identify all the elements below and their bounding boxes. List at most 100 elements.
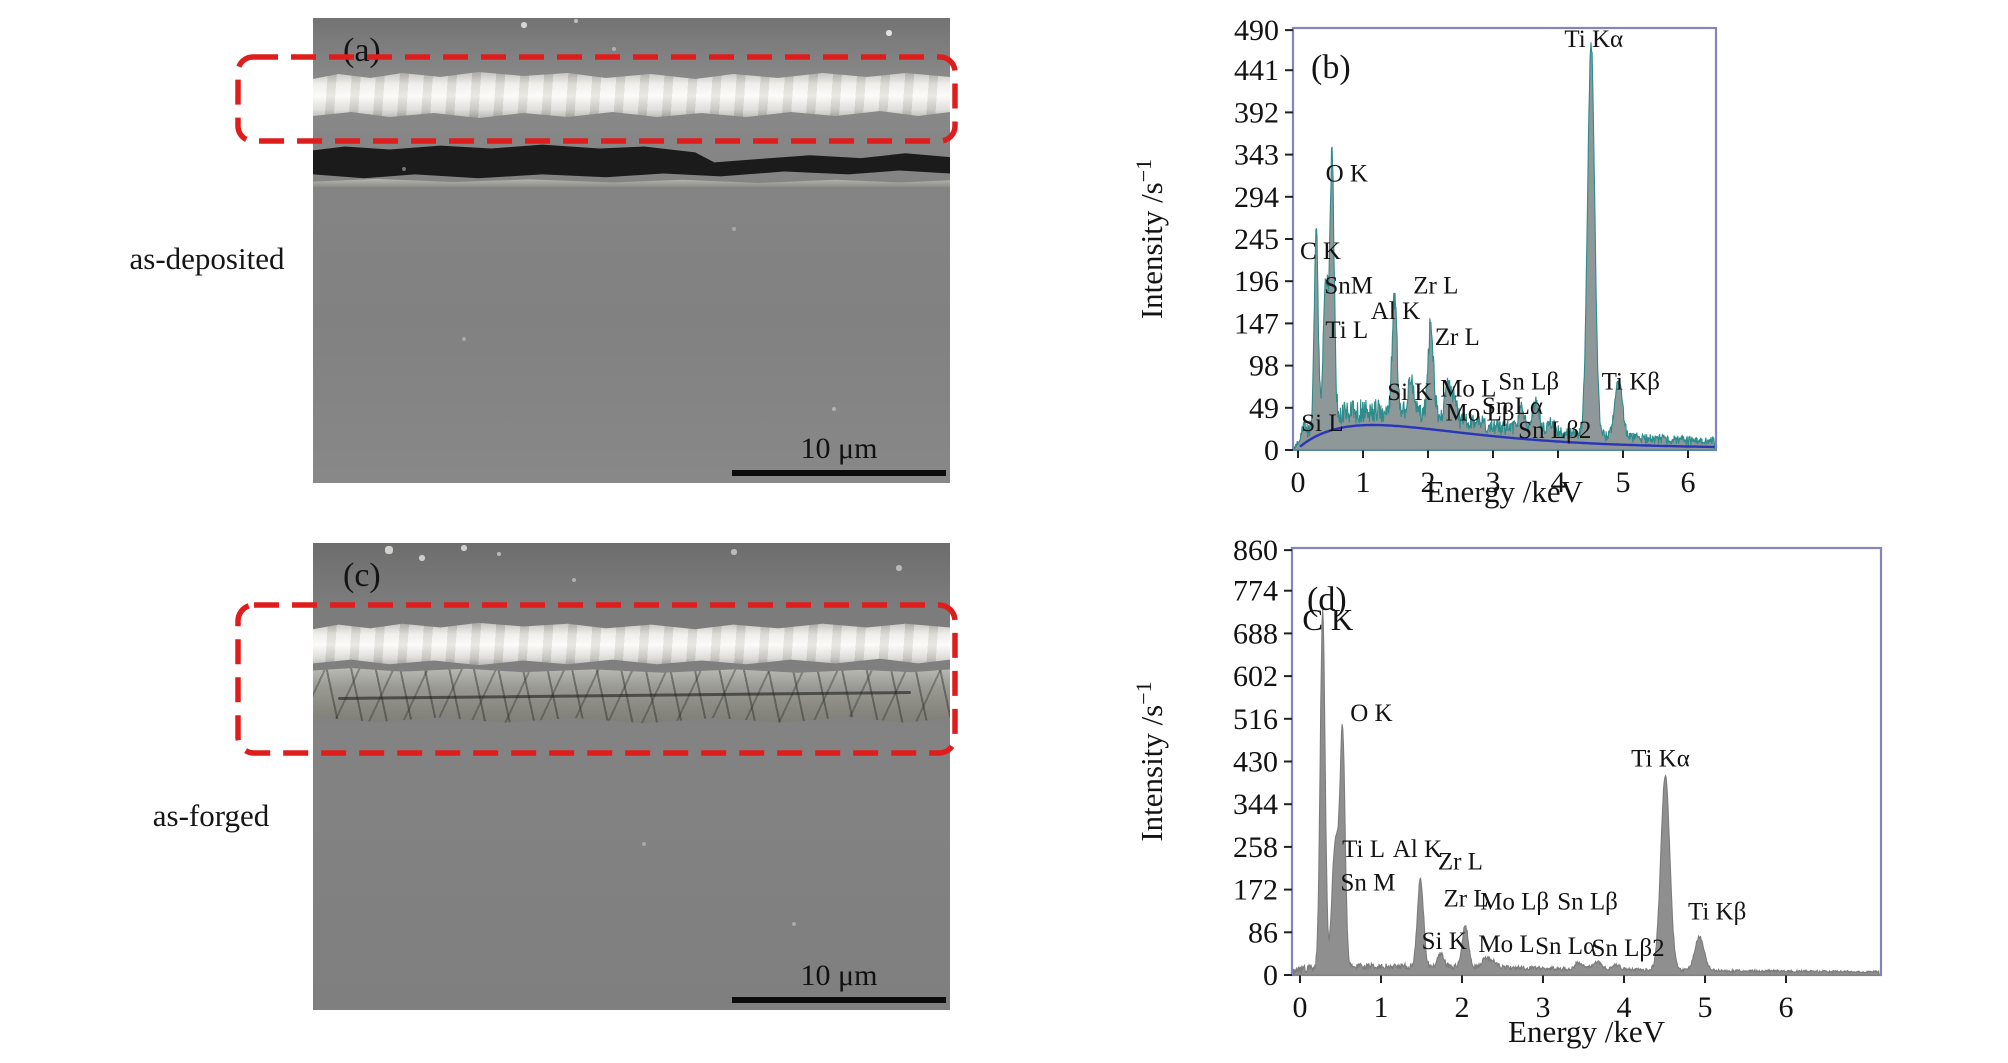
- sem-speckles-a: [313, 18, 315, 20]
- coating-bright-band-c: [313, 622, 950, 666]
- coating-bright-band-a: [313, 72, 950, 118]
- peak-label: Al K: [1371, 298, 1420, 325]
- y-tick-label: 344: [1233, 788, 1278, 821]
- scale-bar-a: 10 μm: [732, 432, 946, 483]
- y-tick-label: 86: [1248, 916, 1278, 949]
- chart-panel-label: (b): [1311, 49, 1351, 86]
- scale-bar-c: 10 μm: [732, 959, 946, 1010]
- x-tick-label: 4: [1551, 466, 1566, 499]
- x-tick-label: 3: [1486, 466, 1501, 499]
- x-tick-label: 5: [1616, 466, 1631, 499]
- spectrum-area: [1292, 609, 1880, 976]
- peak-label: Sn M: [1341, 870, 1396, 897]
- y-tick-label: 196: [1234, 265, 1279, 298]
- peak-label: Zr L: [1443, 885, 1488, 912]
- peak-label: Sn Lα: [1482, 393, 1543, 420]
- scale-bar-line-c: [732, 997, 946, 1003]
- spectrum-area: [1293, 42, 1716, 451]
- peak-label: Zr L: [1435, 324, 1480, 351]
- panel-label-c: (c): [343, 557, 381, 594]
- peak-label: Ti Kβ: [1602, 369, 1660, 396]
- chart-panel-label: (d): [1307, 581, 1347, 618]
- peak-label: Si K: [1387, 379, 1432, 406]
- eds-spectrum-chart-b: 0 49 98 147 196 245 294 343 392 441 490 0 1 2 3 4 5 6 Si L…: [1131, 14, 1718, 509]
- y-tick-label: 258: [1233, 831, 1278, 864]
- y-tick-label: 688: [1233, 617, 1278, 650]
- y-tick-label: 774: [1233, 575, 1278, 608]
- peak-label: Mo Lβ: [1446, 400, 1515, 427]
- x-tick-label: 0: [1293, 991, 1308, 1024]
- peak-label: Ti Kα: [1564, 26, 1623, 53]
- peak-label: Sn Lβ: [1557, 888, 1618, 915]
- x-axis-title: Energy /keV: [1426, 474, 1584, 509]
- y-tick-label: 441: [1234, 54, 1279, 87]
- y-axis-title: Intensity /s−1: [1131, 159, 1169, 319]
- peak-label: Mo Lβ: [1480, 888, 1549, 915]
- peak-label: Si K: [1422, 928, 1467, 955]
- y-tick-label: 392: [1234, 96, 1279, 129]
- peak-label: C K: [1300, 238, 1341, 265]
- x-tick-label: 1: [1374, 991, 1389, 1024]
- y-tick-label: 516: [1233, 703, 1278, 736]
- peak-label: Ti L: [1342, 836, 1385, 863]
- y-tick-label: 172: [1233, 874, 1278, 907]
- y-tick-label: 294: [1234, 181, 1279, 214]
- fractured-layer-band-c: [313, 668, 950, 724]
- y-tick-label: 343: [1234, 139, 1279, 172]
- x-tick-label: 6: [1681, 466, 1696, 499]
- x-tick-label: 2: [1421, 466, 1436, 499]
- peak-label: Sn Lβ2: [1591, 935, 1664, 962]
- peak-label: Mo L: [1478, 931, 1534, 958]
- y-tick-label: 49: [1249, 392, 1279, 425]
- x-tick-label: 4: [1617, 991, 1632, 1024]
- peak-label: Ti L: [1325, 317, 1368, 344]
- y-tick-label: 0: [1264, 434, 1279, 467]
- x-tick-label: 0: [1291, 466, 1306, 499]
- sem-speckles-c: [313, 543, 315, 545]
- y-tick-label: 430: [1233, 746, 1278, 779]
- plot-frame: [1291, 26, 1718, 452]
- x-tick-label: 6: [1779, 991, 1794, 1024]
- peak-label: O K: [1326, 160, 1368, 187]
- x-tick-label: 2: [1455, 991, 1470, 1024]
- interface-bright-rim-a: [313, 178, 950, 187]
- peak-label: Si L: [1301, 410, 1343, 437]
- y-tick-label: 860: [1233, 534, 1278, 567]
- y-tick-label: 147: [1234, 307, 1279, 340]
- y-tick-label: 98: [1249, 350, 1279, 383]
- y-tick-label: 245: [1234, 223, 1279, 256]
- peak-label: Sn Lβ2: [1518, 417, 1591, 444]
- y-axis-title: Intensity /s−1: [1131, 681, 1169, 841]
- scale-bar-line-a: [732, 470, 946, 476]
- peak-label: O K: [1350, 700, 1392, 727]
- y-tick-label: 490: [1234, 14, 1279, 47]
- peak-label: C K: [1302, 602, 1353, 637]
- peak-label: Ti Kβ: [1688, 898, 1746, 925]
- plot-frame: [1290, 546, 1883, 977]
- sem-micrograph-a: (a) 10 μm: [313, 18, 950, 483]
- interface-dark-band-a: [313, 144, 950, 179]
- x-tick-label: 1: [1356, 466, 1371, 499]
- panel-label-a: (a): [343, 32, 381, 69]
- eds-spectrum-chart-d: 0 86 172 258 344 430 516 602 688 774 860 0 1 2 3 4 5 6 C K…: [1131, 534, 1883, 1049]
- peak-label: Sn Lα: [1535, 933, 1596, 960]
- x-tick-label: 3: [1536, 991, 1551, 1024]
- row-label-as-deposited: as-deposited: [129, 241, 285, 276]
- peak-label: Mo L: [1440, 376, 1496, 403]
- background-fit-curve: [1299, 423, 1715, 449]
- peak-label: Zr L: [1413, 272, 1458, 299]
- row-label-as-forged: as-forged: [152, 798, 270, 833]
- peak-label: Sn Lβ: [1498, 369, 1559, 396]
- scale-bar-label-a: 10 μm: [800, 432, 878, 465]
- peak-label: Zr L: [1438, 849, 1483, 876]
- peak-label: Al K: [1393, 836, 1442, 863]
- x-tick-label: 5: [1698, 991, 1713, 1024]
- peak-label: Ti Kα: [1631, 745, 1690, 772]
- peak-label: SnM: [1324, 272, 1373, 299]
- scale-bar-label-c: 10 μm: [800, 959, 878, 992]
- x-axis-title: Energy /keV: [1508, 1014, 1666, 1049]
- y-tick-label: 602: [1233, 660, 1278, 693]
- sem-micrograph-c: (c) 10 μm: [313, 543, 950, 1010]
- y-tick-label: 0: [1263, 959, 1278, 992]
